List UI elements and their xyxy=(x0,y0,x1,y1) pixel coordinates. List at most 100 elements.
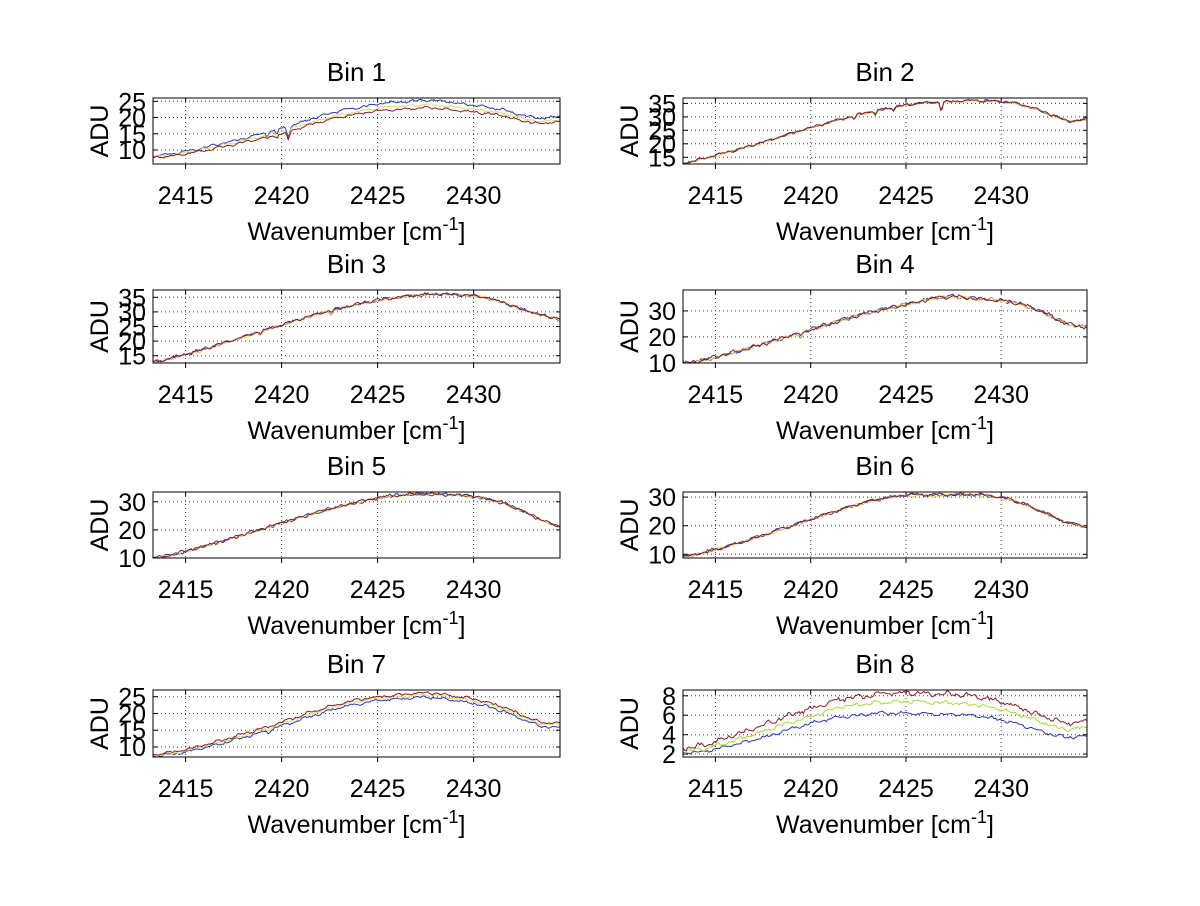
y-tick-label: 10 xyxy=(648,541,676,569)
series-line-dark-red xyxy=(683,690,1087,752)
y-tick-label: 25 xyxy=(118,684,146,712)
x-axis-label: Wavenumber [cm-1] xyxy=(776,807,994,839)
x-tick-label: 2420 xyxy=(254,576,310,604)
y-tick-label: 15 xyxy=(118,121,146,149)
y-tick-label: 35 xyxy=(648,90,676,118)
axis-box xyxy=(152,689,561,758)
series-line-blue xyxy=(153,98,560,158)
y-axis-label: ADU xyxy=(616,300,644,353)
x-axis-label: Wavenumber [cm-1] xyxy=(248,214,466,246)
x-axis-label: Wavenumber [cm-1] xyxy=(776,608,994,640)
x-tick-label: 2430 xyxy=(973,182,1029,210)
y-tick-label: 30 xyxy=(648,298,676,326)
y-axis-label: ADU xyxy=(616,697,644,750)
axis-box xyxy=(682,97,1088,165)
subplot-title: Bin 4 xyxy=(855,249,914,279)
x-tick-label: 2425 xyxy=(350,381,406,409)
x-tick-label: 2425 xyxy=(350,182,406,210)
subplot-title: Bin 5 xyxy=(327,451,386,481)
x-tick-label: 2430 xyxy=(973,381,1029,409)
subplot-title: Bin 1 xyxy=(327,57,386,87)
series-line-dark-red xyxy=(153,105,560,159)
y-tick-label: 15 xyxy=(648,144,676,172)
y-tick-label: 4 xyxy=(662,722,676,750)
x-tick-label: 2415 xyxy=(688,381,744,409)
y-tick-label: 20 xyxy=(648,324,676,352)
series-line-dark-red xyxy=(683,294,1087,363)
x-tick-label: 2420 xyxy=(254,775,310,803)
y-tick-label: 20 xyxy=(118,105,146,133)
y-tick-label: 35 xyxy=(118,284,146,312)
x-tick-label: 2425 xyxy=(878,576,934,604)
series-line-dark-red xyxy=(683,492,1087,557)
x-tick-label: 2420 xyxy=(783,576,839,604)
x-tick-label: 2425 xyxy=(878,775,934,803)
x-tick-label: 2415 xyxy=(158,775,214,803)
x-tick-label: 2425 xyxy=(878,381,934,409)
y-tick-label: 2 xyxy=(662,741,676,769)
x-tick-label: 2420 xyxy=(783,775,839,803)
y-tick-label: 20 xyxy=(118,701,146,729)
y-tick-label: 20 xyxy=(118,328,146,356)
subplot-title: Bin 2 xyxy=(855,57,914,87)
x-tick-label: 2425 xyxy=(878,182,934,210)
axis-box xyxy=(682,491,1088,559)
y-tick-label: 25 xyxy=(648,117,676,145)
subplot-title: Bin 7 xyxy=(327,649,386,679)
x-tick-label: 2425 xyxy=(350,775,406,803)
axis-box xyxy=(682,689,1088,758)
x-tick-label: 2415 xyxy=(158,576,214,604)
series-line-dark-red xyxy=(153,691,560,756)
y-tick-label: 30 xyxy=(648,484,676,512)
y-tick-label: 10 xyxy=(648,350,676,378)
y-tick-label: 30 xyxy=(118,299,146,327)
series-line-blue xyxy=(153,695,560,757)
x-tick-label: 2430 xyxy=(446,381,502,409)
y-tick-label: 20 xyxy=(648,513,676,541)
y-tick-label: 30 xyxy=(118,489,146,517)
x-tick-label: 2430 xyxy=(973,775,1029,803)
x-tick-label: 2420 xyxy=(254,182,310,210)
series-line-yellow xyxy=(153,693,560,757)
y-tick-label: 8 xyxy=(662,683,676,711)
y-tick-label: 20 xyxy=(118,517,146,545)
x-axis-label: Wavenumber [cm-1] xyxy=(248,807,466,839)
x-axis-label: Wavenumber [cm-1] xyxy=(248,413,466,445)
y-axis-label: ADU xyxy=(86,499,114,552)
y-tick-label: 10 xyxy=(118,545,146,573)
y-axis-label: ADU xyxy=(86,300,114,353)
y-tick-label: 15 xyxy=(118,717,146,745)
y-axis-label: ADU xyxy=(86,105,114,158)
x-tick-label: 2415 xyxy=(158,182,214,210)
axis-box xyxy=(682,289,1088,364)
x-tick-label: 2420 xyxy=(254,381,310,409)
x-tick-label: 2415 xyxy=(688,182,744,210)
y-tick-label: 25 xyxy=(118,314,146,342)
y-tick-label: 15 xyxy=(118,343,146,371)
axis-box xyxy=(152,97,561,165)
series-line-dark-red xyxy=(683,98,1087,164)
y-tick-label: 10 xyxy=(118,734,146,762)
y-axis-label: ADU xyxy=(616,499,644,552)
series-line-blue xyxy=(683,710,1087,755)
x-tick-label: 2415 xyxy=(688,576,744,604)
x-tick-label: 2430 xyxy=(973,576,1029,604)
x-tick-label: 2415 xyxy=(688,775,744,803)
subplot-title: Bin 3 xyxy=(327,249,386,279)
subplot-title: Bin 6 xyxy=(855,451,914,481)
x-axis-label: Wavenumber [cm-1] xyxy=(776,413,994,445)
axis-box xyxy=(152,491,561,559)
series-line-yellow-green xyxy=(683,699,1087,755)
y-tick-label: 20 xyxy=(648,131,676,159)
y-tick-label: 6 xyxy=(662,702,676,730)
series-line-dark-red xyxy=(153,291,560,363)
